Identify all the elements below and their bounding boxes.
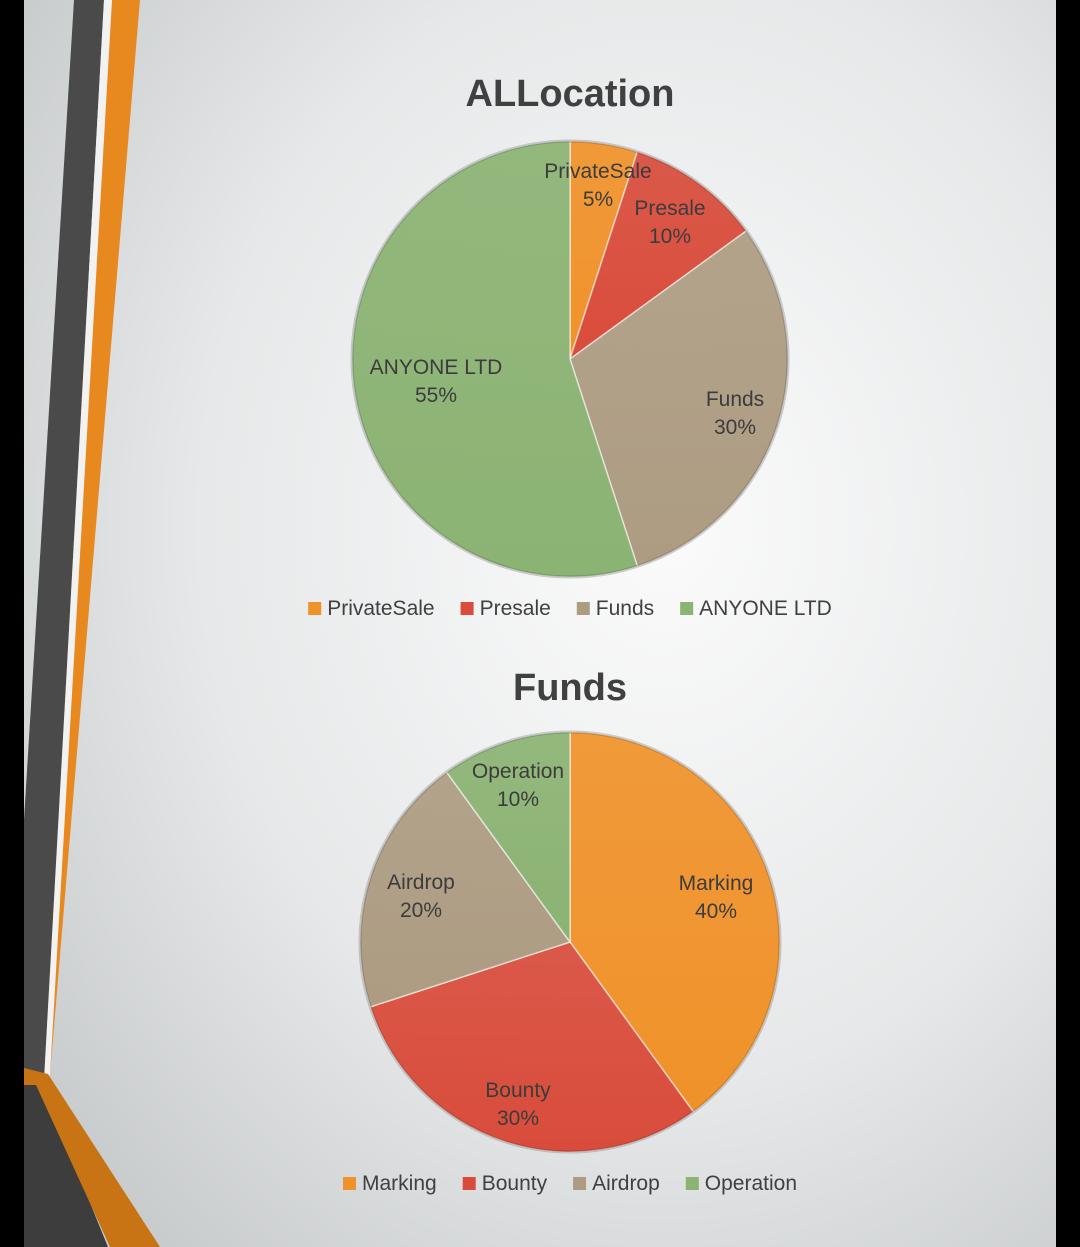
pie-slice-funds (569, 229, 789, 568)
data-label-category: Marking (679, 872, 754, 895)
legend-swatch (680, 602, 694, 615)
data-label-value: 10% (497, 788, 539, 811)
bottom-orange-band (24, 1068, 160, 1247)
pie-slice-anyone-ltd (351, 140, 639, 578)
legend-swatch (460, 602, 474, 615)
dark-band (24, 0, 104, 1080)
decorative-stripes (24, 0, 160, 1247)
chart-title: ALLocation (466, 73, 675, 115)
legend-label: Funds (596, 597, 654, 620)
legend-item: PrivateSale (308, 597, 435, 620)
bottom-dark-band (24, 1080, 108, 1247)
legend-label: Presale (480, 597, 551, 620)
legend-label: Bounty (482, 1172, 548, 1195)
legend-label: Operation (705, 1172, 797, 1195)
legend-label: PrivateSale (327, 597, 434, 620)
legend-item: Operation (685, 1172, 797, 1195)
data-label-category: Presale (634, 197, 705, 220)
legend-swatch (685, 1177, 699, 1190)
legend-label: ANYONE LTD (699, 597, 832, 620)
data-label-value: 40% (695, 900, 737, 923)
pie-rim (350, 139, 790, 579)
data-label-category: Bounty (485, 1079, 551, 1102)
funds-chart: Funds Marking 40% Bounty 30% Airdrop 20% Opera… (343, 667, 797, 1195)
data-label-value: 5% (583, 188, 613, 211)
pie-slice-bounty (369, 941, 695, 1153)
legend-swatch (308, 602, 322, 615)
legend: Marking Bounty Airdrop Operation (343, 1172, 797, 1195)
legend-item: ANYONE LTD (680, 597, 832, 620)
data-label-category: ANYONE LTD (370, 356, 503, 379)
data-label-category: Operation (472, 760, 564, 783)
legend-item: Bounty (462, 1172, 548, 1195)
data-label-value: 55% (415, 384, 457, 407)
legend-item: Airdrop (573, 1172, 660, 1195)
allocation-chart: ALLocation PrivateSale 5% Presale 10% Funds 3… (308, 73, 832, 620)
legend-label: Airdrop (592, 1172, 660, 1195)
legend-swatch (462, 1177, 476, 1190)
pie-rim (358, 730, 782, 1154)
pie-slice-marking (569, 731, 781, 1113)
pie-slice-operation (445, 731, 571, 945)
legend-swatch (343, 1177, 356, 1190)
data-label-category: Funds (706, 388, 764, 411)
data-label-category: Airdrop (387, 871, 455, 894)
chart-title: Funds (513, 667, 627, 709)
white-gap (44, 0, 112, 1080)
data-label-value: 30% (497, 1107, 539, 1130)
pie-slice-presale (568, 150, 748, 361)
legend-swatch (573, 1177, 587, 1190)
pie-area: PrivateSale 5% Presale 10% Funds 30% ANYONE LT… (350, 139, 790, 579)
data-label-value: 30% (714, 416, 756, 439)
legend-item: Marking (343, 1172, 437, 1195)
legend-label: Marking (362, 1172, 437, 1195)
legend-item: Funds (576, 597, 654, 620)
pie-area: Marking 40% Bounty 30% Airdrop 20% Operation 10… (358, 730, 782, 1154)
legend-item: Presale (460, 597, 551, 620)
pie-slice-airdrop (359, 771, 572, 1008)
data-label-value: 10% (649, 225, 691, 248)
data-label-value: 20% (400, 899, 442, 922)
data-label-category: PrivateSale (544, 160, 651, 183)
legend-swatch (576, 602, 590, 615)
legend: PrivateSale Presale Funds ANYONE LTD (308, 597, 832, 620)
